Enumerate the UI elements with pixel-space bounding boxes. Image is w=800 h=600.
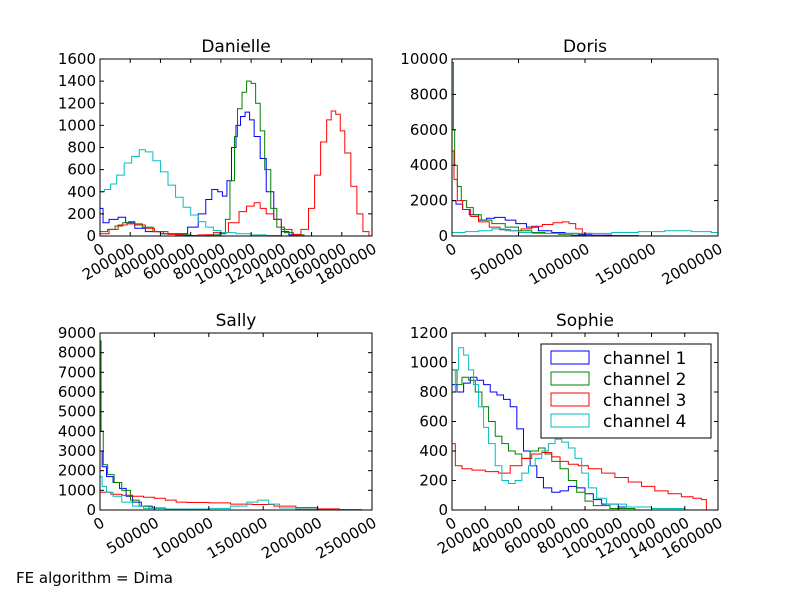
ytick-label-sally: 5000 (58, 403, 96, 421)
legend-label-1: channel 1 (603, 349, 687, 369)
ytick-label-sophie: 600 (419, 413, 448, 431)
legend-swatch-1 (550, 350, 590, 365)
ytick-label-sophie: 800 (419, 383, 448, 401)
panel-title-sophie: Sophie (556, 311, 614, 331)
ytick-label-sally: 4000 (58, 422, 96, 440)
ytick-label-danielle: 800 (67, 139, 96, 157)
series-doris-ch4 (452, 228, 718, 236)
ytick-label-doris: 2000 (410, 192, 448, 210)
ytick-label-danielle: 200 (67, 205, 96, 223)
plot-area-doris (452, 59, 718, 236)
ytick-label-danielle: 0 (86, 227, 96, 245)
legend-label-3: channel 3 (603, 391, 687, 411)
xtick-label-sally: 1000000 (150, 514, 217, 563)
legend-label-2: channel 2 (603, 370, 687, 390)
ytick-label-sophie: 0 (438, 501, 448, 519)
xtick-label-doris: 1000000 (526, 240, 593, 289)
ytick-label-doris: 4000 (410, 156, 448, 174)
legend-swatch-4 (550, 413, 590, 428)
footnote: FE algorithm = Dima (16, 569, 173, 587)
ytick-label-sophie: 1000 (410, 354, 448, 372)
ytick-label-sally: 7000 (58, 363, 96, 381)
legend-box (540, 343, 712, 439)
ytick-label-danielle: 1000 (58, 116, 96, 134)
plot-area-sally (100, 333, 372, 510)
panel-title-doris: Doris (563, 37, 607, 57)
series-doris-ch2 (452, 62, 602, 236)
ytick-label-sophie: 400 (419, 442, 448, 460)
panel-doris: 0 2000 4000 6000 8000 10000 0 500000 1000000 1500… (400, 37, 725, 289)
xtick-label-sally: 1500000 (204, 514, 271, 563)
ytick-label-doris: 6000 (410, 121, 448, 139)
xtick-label-sally: 0 (90, 514, 107, 534)
ytick-label-sally: 0 (86, 501, 96, 519)
xtick-label-doris: 2000000 (659, 240, 726, 289)
series-doris-ch3 (452, 150, 608, 236)
ytick-label-doris: 8000 (410, 85, 448, 103)
series-sophie-ch4 (452, 347, 688, 510)
ytick-label-danielle: 400 (67, 183, 96, 201)
ytick-label-sally: 6000 (58, 383, 96, 401)
series-danielle-ch3 (100, 110, 372, 236)
series-danielle-ch4 (100, 149, 315, 236)
panel-sally: 0100020003000400050006000700080009000050… (58, 311, 380, 563)
ytick-label-sally: 2000 (58, 462, 96, 480)
ytick-label-danielle: 1200 (58, 94, 96, 112)
ytick-label-danielle: 1400 (58, 72, 96, 90)
xtick-label-doris: 500000 (468, 240, 527, 284)
ytick-label-sophie: 200 (419, 472, 448, 490)
legend-swatch-2 (550, 371, 590, 386)
legend-label-4: channel 4 (603, 412, 687, 432)
legend-swatch-3 (550, 392, 590, 407)
xtick-label-sally: 2000000 (258, 514, 325, 563)
xtick-label-doris: 1500000 (592, 240, 659, 289)
ytick-label-sally: 3000 (58, 442, 96, 460)
ytick-label-danielle: 1600 (58, 50, 96, 68)
series-sophie-ch3 (452, 443, 710, 510)
panel-title-danielle: Danielle (201, 37, 270, 57)
panel-danielle: 0200400600800100012001400160002000004000… (58, 37, 380, 289)
axes-frame-sally (99, 332, 373, 511)
ytick-label-doris: 0 (438, 227, 448, 245)
panel-title-sally: Sally (216, 311, 257, 331)
ytick-label-sally: 1000 (58, 481, 96, 499)
ytick-label-doris: 10000 (400, 50, 448, 68)
ytick-label-sophie: 1200 (410, 324, 448, 342)
xtick-label-doris: 0 (442, 240, 459, 260)
ytick-label-sally: 8000 (58, 344, 96, 362)
ytick-label-sally: 9000 (58, 324, 96, 342)
ytick-label-danielle: 600 (67, 161, 96, 179)
xtick-label-sally: 2500000 (313, 514, 380, 563)
series-danielle-ch2 (100, 80, 307, 236)
